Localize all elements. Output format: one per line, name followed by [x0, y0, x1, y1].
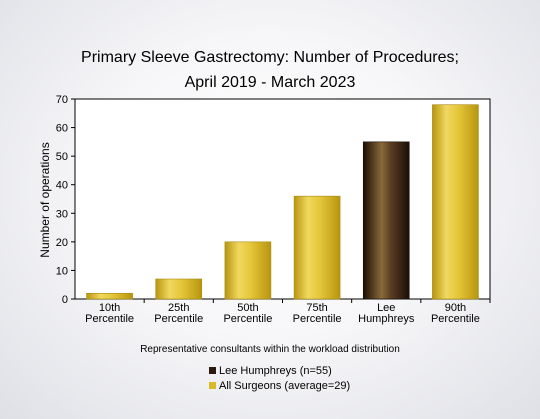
bar-lee-humphreys — [362, 141, 410, 300]
x-category-label: Humphreys — [358, 313, 415, 325]
bar-10th-percentile — [86, 292, 133, 300]
x-category-label: Percentile — [223, 313, 272, 325]
legend-label-all-surgeons: All Surgeons (average=29) — [219, 379, 351, 392]
legend: Lee Humphreys (n=55) All Surgeons (avera… — [209, 363, 350, 393]
legend-swatch-all-surgeons — [209, 382, 216, 389]
x-axis-label: Representative consultants within the wo… — [140, 344, 400, 355]
bar-90th-percentile — [432, 104, 479, 300]
axes: 0 10 20 30 40 50 60 70 — [56, 94, 491, 306]
x-category-label: Percentile — [431, 313, 480, 325]
y-tick-label: 70 — [56, 94, 68, 106]
y-tick-label: 20 — [56, 237, 68, 249]
y-tick-label: 50 — [56, 151, 68, 163]
legend-swatch-lee-humphreys — [209, 367, 216, 374]
bar-75th-percentile — [293, 195, 341, 300]
y-tick-label: 60 — [56, 123, 68, 135]
x-category-label: 75th — [306, 302, 327, 314]
bar-50th-percentile — [224, 241, 272, 300]
legend-item-lee-humphreys: Lee Humphreys (n=55) — [209, 363, 350, 378]
chart-title-line-2: April 2019 - March 2023 — [184, 74, 356, 91]
y-axis-label: Number of operations — [38, 142, 52, 257]
x-category-label: 10th — [99, 302, 120, 314]
x-category-label: 90th — [445, 302, 466, 314]
x-category-label: Lee — [377, 302, 395, 314]
bars — [86, 104, 479, 300]
y-tick-label: 40 — [56, 180, 68, 192]
chart-title-line-1: Primary Sleeve Gastrectomy: Number of Pr… — [81, 49, 459, 66]
x-category-label: Percentile — [154, 313, 203, 325]
category-labels: 10thPercentile25thPercentile50thPercenti… — [85, 302, 480, 325]
x-category-label: Percentile — [85, 313, 134, 325]
x-category-label: 50th — [237, 302, 258, 314]
y-tick-label: 30 — [56, 208, 68, 220]
y-tick-label: 0 — [62, 294, 68, 306]
x-category-label: 25th — [168, 302, 189, 314]
bar-25th-percentile — [155, 278, 203, 300]
legend-label-lee-humphreys: Lee Humphreys (n=55) — [219, 364, 332, 377]
plot-area — [74, 98, 491, 300]
x-category-label: Percentile — [293, 313, 342, 325]
legend-item-all-surgeons: All Surgeons (average=29) — [209, 378, 350, 393]
y-tick-label: 10 — [56, 265, 68, 277]
